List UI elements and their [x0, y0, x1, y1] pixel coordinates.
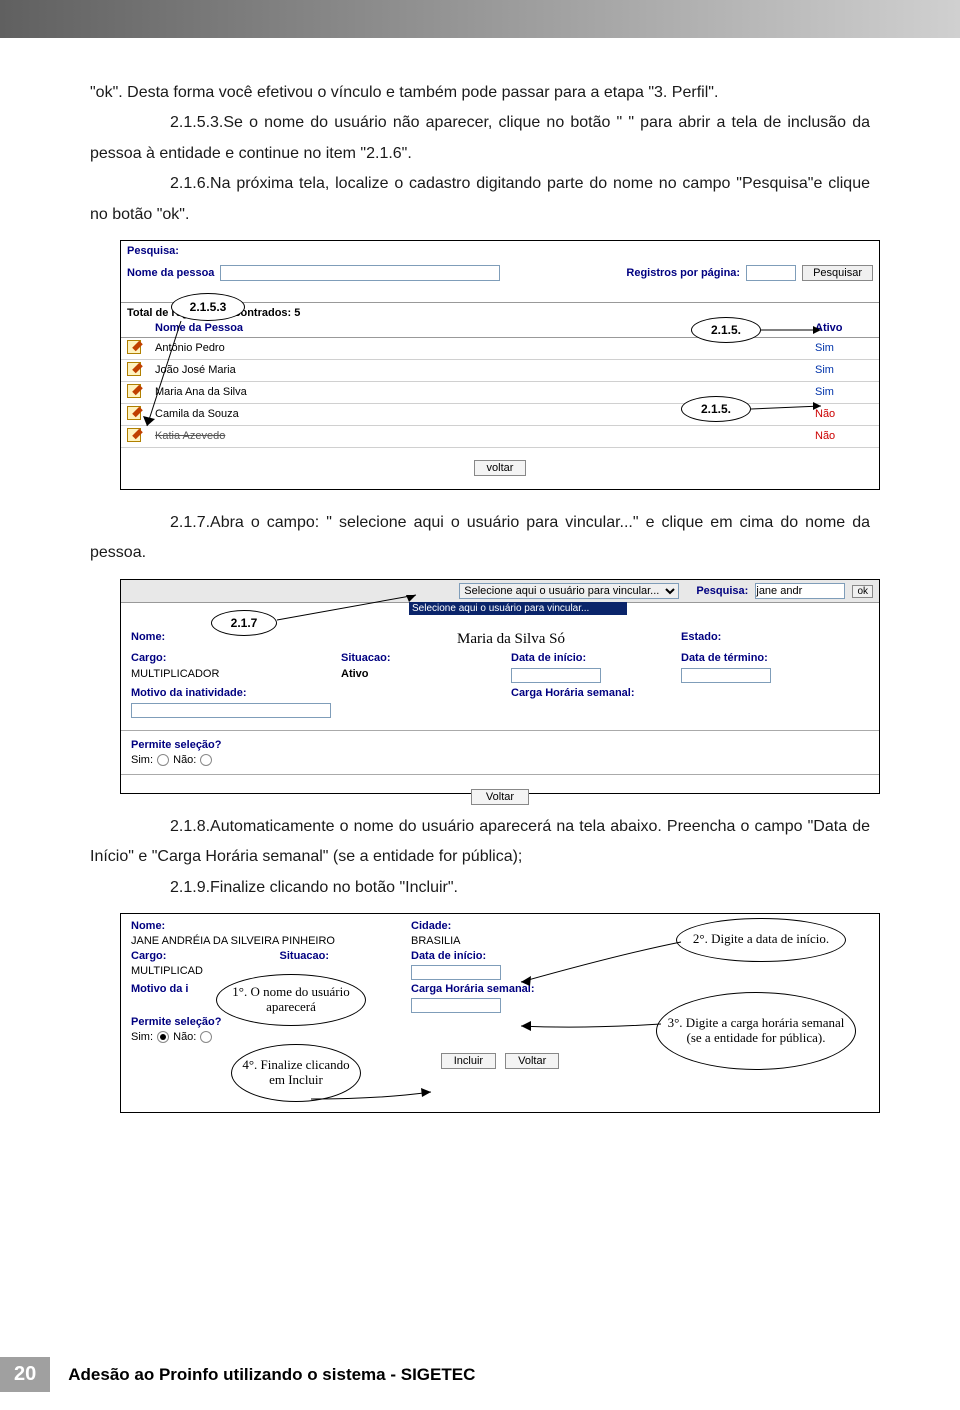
screenshot-incluir-usuario: Nome: Cidade: JANE ANDRÉIA DA SILVEIRA P…	[120, 913, 880, 1113]
edit-icon[interactable]	[127, 428, 141, 442]
ss3-cidade-value: BRASILIA	[411, 935, 641, 947]
select-usuario-vincular[interactable]: Selecione aqui o usuário para vincular..…	[459, 583, 679, 599]
ss3-nome-value: JANE ANDRÉIA DA SILVEIRA PINHEIRO	[131, 935, 411, 947]
ss3-carga-label: Carga Horária semanal:	[411, 983, 641, 995]
data-termino-input[interactable]	[681, 668, 771, 683]
page-header-bar	[0, 0, 960, 38]
motivo-input[interactable]	[131, 703, 331, 718]
pesquisa-label: Pesquisa:	[127, 245, 179, 257]
sim-radio[interactable]	[157, 754, 169, 766]
nome-pessoa-input[interactable]	[220, 265, 500, 281]
table-row[interactable]: Katia Azevedo Não	[121, 425, 879, 447]
pesquisa2-input[interactable]	[755, 583, 845, 599]
ss3-data-inicio-label: Data de início:	[411, 950, 641, 962]
speech-2: 2°. Digite a data de início.	[676, 918, 846, 962]
screenshot-vincular-usuario: Selecione aqui o usuário para vincular..…	[120, 579, 880, 794]
callout-2153: 2.1.5.3	[171, 293, 245, 321]
estado-label: Estado:	[681, 631, 869, 648]
data-termino-label: Data de término:	[681, 652, 869, 664]
situacao-label: Situacao:	[341, 652, 511, 664]
pesquisa2-label: Pesquisa:	[696, 585, 748, 597]
table-row[interactable]: Camila da Souza Não	[121, 403, 879, 425]
speech-1: 1°. O nome do usuário aparecerá	[216, 974, 366, 1026]
registros-por-pagina-input[interactable]	[746, 265, 796, 281]
voltar2-button[interactable]: Voltar	[471, 789, 529, 805]
nao-label: Não:	[173, 754, 196, 766]
nome-pessoa-label: Nome da pessoa	[127, 267, 214, 279]
pesquisar-button[interactable]: Pesquisar	[802, 265, 873, 281]
permite-selecao-label: Permite seleção?	[131, 739, 869, 751]
data-inicio-input[interactable]	[511, 668, 601, 683]
footer-title: Adesão ao Proinfo utilizando o sistema -…	[68, 1365, 475, 1385]
ss3-cargo-label: Cargo:	[131, 950, 166, 962]
speech-4: 4°. Finalize clicando em Incluir	[231, 1044, 361, 1102]
table-row[interactable]: Antônio Pedro Sim	[121, 337, 879, 359]
cargo-value: MULTIPLICADOR	[131, 668, 341, 683]
paragraph-2: 2.1.5.3.Se o nome do usuário não aparece…	[90, 108, 870, 169]
ss3-sim-label: Sim:	[131, 1031, 153, 1043]
edit-icon[interactable]	[127, 340, 141, 354]
pessoa-table: Nome da Pessoa Ativo Antônio Pedro Sim J…	[121, 319, 879, 448]
incluir-button[interactable]: Incluir	[441, 1053, 496, 1069]
edit-icon[interactable]	[127, 406, 141, 420]
paragraph-1: "ok". Desta forma você efetivou o víncul…	[90, 78, 870, 108]
ss3-sim-radio[interactable]	[157, 1031, 169, 1043]
motivo-label: Motivo da inatividade:	[131, 687, 341, 699]
paragraph-4: 2.1.7.Abra o campo: " selecione aqui o u…	[90, 508, 870, 569]
sim-label: Sim:	[131, 754, 153, 766]
edit-icon[interactable]	[127, 362, 141, 376]
ss3-situacao-label: Situacao:	[280, 950, 330, 962]
carga-label: Carga Horária semanal:	[511, 687, 681, 699]
speech-3: 3°. Digite a carga horária semanal (se a…	[656, 992, 856, 1070]
callout-215b: 2.1.5.	[681, 396, 751, 422]
select-dropdown-hint[interactable]: Selecione aqui o usuário para vincular..…	[409, 602, 627, 615]
callout-215a: 2.1.5.	[691, 317, 761, 343]
ss3-nome-label: Nome:	[131, 920, 411, 932]
ok-button[interactable]: ok	[852, 585, 873, 598]
screenshot-pesquisa-pessoa: Pesquisa: Nome da pessoa Registros por p…	[120, 240, 880, 490]
ss3-nao-radio[interactable]	[200, 1031, 212, 1043]
ss3-data-inicio-input[interactable]	[411, 965, 501, 980]
page-number: 20	[0, 1357, 50, 1392]
page-footer: 20 Adesão ao Proinfo utilizando o sistem…	[0, 1357, 475, 1392]
paragraph-3: 2.1.6.Na próxima tela, localize o cadast…	[90, 169, 870, 230]
situacao-value: Ativo	[341, 668, 511, 683]
callout-217: 2.1.7	[211, 610, 277, 636]
data-inicio-label: Data de início:	[511, 652, 681, 664]
nao-radio[interactable]	[200, 754, 212, 766]
ss3-carga-input[interactable]	[411, 998, 501, 1013]
cargo-label: Cargo:	[131, 652, 341, 664]
ss3-nao-label: Não:	[173, 1031, 196, 1043]
table-row[interactable]: João José Maria Sim	[121, 359, 879, 381]
registros-por-pagina-label: Registros por página:	[626, 267, 740, 279]
table-row[interactable]: Maria Ana da Silva Sim	[121, 381, 879, 403]
paragraph-6: 2.1.9.Finalize clicando no botão "Inclui…	[90, 873, 870, 903]
page-content: "ok". Desta forma você efetivou o víncul…	[0, 38, 960, 1113]
nome-value: Maria da Silva Só	[341, 631, 681, 648]
col-ativo: Ativo	[809, 319, 879, 338]
ss3-cidade-label: Cidade:	[411, 920, 641, 932]
voltar3-button[interactable]: Voltar	[505, 1053, 559, 1069]
paragraph-5: 2.1.8.Automaticamente o nome do usuário …	[90, 812, 870, 873]
edit-icon[interactable]	[127, 384, 141, 398]
voltar-button[interactable]: voltar	[474, 460, 527, 476]
